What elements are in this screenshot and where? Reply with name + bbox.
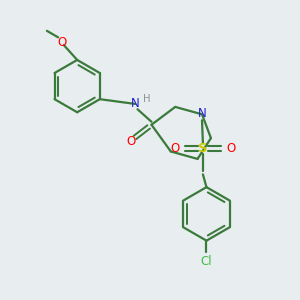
Text: H: H [143, 94, 151, 103]
Text: O: O [126, 135, 135, 148]
Text: O: O [57, 36, 66, 49]
Text: S: S [198, 142, 208, 155]
Text: N: N [131, 98, 140, 110]
Text: O: O [226, 142, 236, 155]
Text: O: O [170, 142, 180, 155]
Text: N: N [198, 107, 207, 120]
Text: Cl: Cl [201, 255, 212, 268]
